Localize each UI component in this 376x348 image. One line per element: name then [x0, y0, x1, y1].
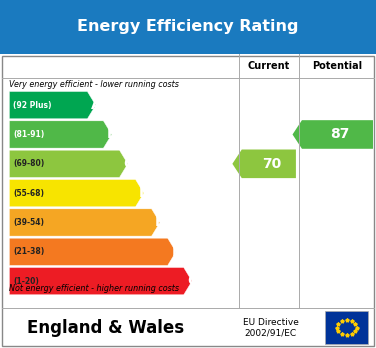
- Text: F: F: [171, 245, 181, 259]
- Text: 70: 70: [262, 157, 281, 171]
- Polygon shape: [293, 120, 373, 149]
- FancyBboxPatch shape: [325, 311, 368, 344]
- Polygon shape: [9, 121, 112, 148]
- Text: (39-54): (39-54): [13, 218, 44, 227]
- Text: C: C: [123, 157, 133, 171]
- Text: Current: Current: [248, 61, 290, 71]
- Polygon shape: [9, 150, 128, 177]
- Polygon shape: [9, 268, 192, 295]
- Text: G: G: [187, 274, 199, 288]
- Polygon shape: [9, 180, 144, 207]
- Polygon shape: [9, 238, 176, 266]
- Text: B: B: [107, 127, 118, 142]
- Text: 87: 87: [331, 127, 350, 142]
- Text: A: A: [91, 98, 102, 112]
- Polygon shape: [232, 150, 296, 178]
- Text: 2002/91/EC: 2002/91/EC: [245, 329, 297, 338]
- Text: (21-38): (21-38): [13, 247, 44, 256]
- Text: EU Directive: EU Directive: [243, 318, 299, 327]
- Text: (81-91): (81-91): [13, 130, 44, 139]
- Text: Energy Efficiency Rating: Energy Efficiency Rating: [77, 19, 299, 34]
- Text: England & Wales: England & Wales: [27, 319, 184, 337]
- Text: Very energy efficient - lower running costs: Very energy efficient - lower running co…: [9, 80, 179, 89]
- Text: E: E: [155, 215, 165, 229]
- Text: (92 Plus): (92 Plus): [13, 101, 52, 110]
- Text: (69-80): (69-80): [13, 159, 44, 168]
- Text: Potential: Potential: [312, 61, 362, 71]
- FancyBboxPatch shape: [0, 0, 376, 54]
- Text: (1-20): (1-20): [13, 277, 39, 286]
- Text: Not energy efficient - higher running costs: Not energy efficient - higher running co…: [9, 284, 179, 293]
- Polygon shape: [9, 92, 96, 119]
- Polygon shape: [9, 209, 160, 236]
- Text: (55-68): (55-68): [13, 189, 44, 198]
- Text: D: D: [139, 186, 151, 200]
